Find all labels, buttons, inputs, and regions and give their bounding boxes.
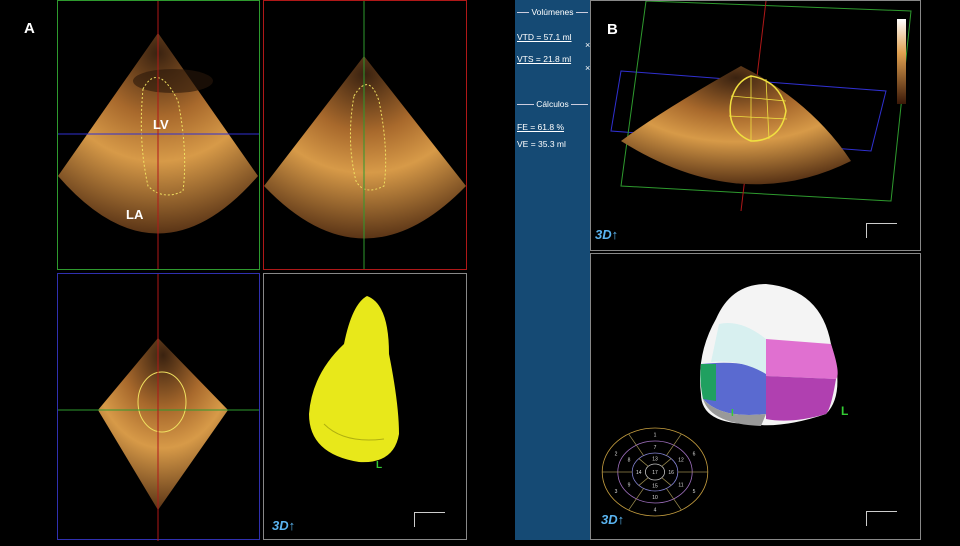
marker-i: I (731, 408, 734, 419)
view-apical-4ch[interactable]: LV LA (57, 0, 260, 270)
segment-label: 14 (636, 470, 642, 476)
segment-label: 1 (654, 433, 657, 439)
segment-label: 10 (652, 495, 658, 501)
calcs-title: Cálculos (534, 99, 571, 109)
3d-badge: 3D↑ (272, 518, 296, 533)
close-icon[interactable]: × (585, 63, 591, 73)
segment-label: 3 (615, 489, 618, 495)
segment-label: 17 (652, 470, 658, 476)
close-icon[interactable]: × (585, 40, 591, 50)
vtd-value[interactable]: VTD = 57.1 ml (517, 32, 572, 42)
segment-label: 11 (678, 483, 683, 489)
segment-label: 8 (628, 458, 631, 464)
segment-label: 9 (628, 483, 631, 489)
panel-a-label: A (24, 20, 35, 37)
volume-render (610, 0, 912, 212)
view-3d-lv-model[interactable]: L 3D↑ (263, 273, 467, 540)
echo-short-axis-image (58, 274, 259, 541)
panel-b-label: B (607, 21, 618, 38)
segment-divider (666, 444, 674, 456)
lv-label: LV (153, 117, 169, 132)
ve-value: VE = 35.3 ml (517, 139, 566, 149)
la-label: LA (126, 207, 144, 222)
view-short-axis[interactable] (57, 273, 260, 541)
segment-label: 2 (615, 451, 618, 457)
3d-badge: 3D↑ (601, 512, 625, 527)
bullseye-ring (631, 452, 679, 492)
segment-divider (666, 488, 674, 500)
segment-label: 12 (678, 458, 684, 464)
segment-label: 6 (693, 451, 696, 457)
segment-divider (636, 444, 644, 456)
segment-label: 5 (693, 489, 696, 495)
segment-divider (628, 498, 637, 511)
volumes-title: Volúmenes (529, 7, 576, 17)
segment-divider (636, 488, 644, 500)
segment-divider (638, 458, 649, 467)
fe-value[interactable]: FE = 61.8 % (517, 122, 565, 132)
segment-label: 4 (654, 508, 657, 514)
bullseye-ring (645, 463, 666, 481)
segment-divider (628, 433, 637, 446)
segment-label: 7 (654, 445, 657, 451)
echo-sector-image (264, 1, 466, 269)
segment-label: 16 (668, 470, 674, 476)
segment-label: 15 (652, 484, 658, 490)
view-apical-2ch[interactable] (263, 0, 467, 270)
segment-label: 13 (652, 457, 658, 463)
segmental-lv-model (700, 284, 838, 426)
echo-sector-image (58, 1, 259, 269)
marker-l: L (376, 460, 383, 471)
segment-divider (673, 433, 682, 446)
view-3d-volume[interactable]: B 3D↑ (590, 0, 921, 251)
measurement-panel: Volúmenes VTD = 57.1 ml × VTS = 21.8 ml … (515, 0, 590, 540)
marker-l: L (841, 404, 849, 418)
segment-divider (661, 477, 672, 486)
segment-divider (673, 498, 682, 511)
ecg-icon (866, 511, 897, 526)
3d-badge: 3D↑ (595, 227, 619, 242)
ecg-icon (414, 512, 445, 527)
segment-divider (661, 458, 672, 467)
ecg-icon (866, 223, 897, 238)
vts-value[interactable]: VTS = 21.8 ml (517, 54, 572, 64)
lv-cast-model (309, 296, 399, 463)
view-segmental-model[interactable]: I L 1 6 5 4 3 2 7 12 11 10 9 8 13 16 15 14 17 3D↑ (590, 253, 921, 540)
segment-divider (638, 477, 649, 486)
